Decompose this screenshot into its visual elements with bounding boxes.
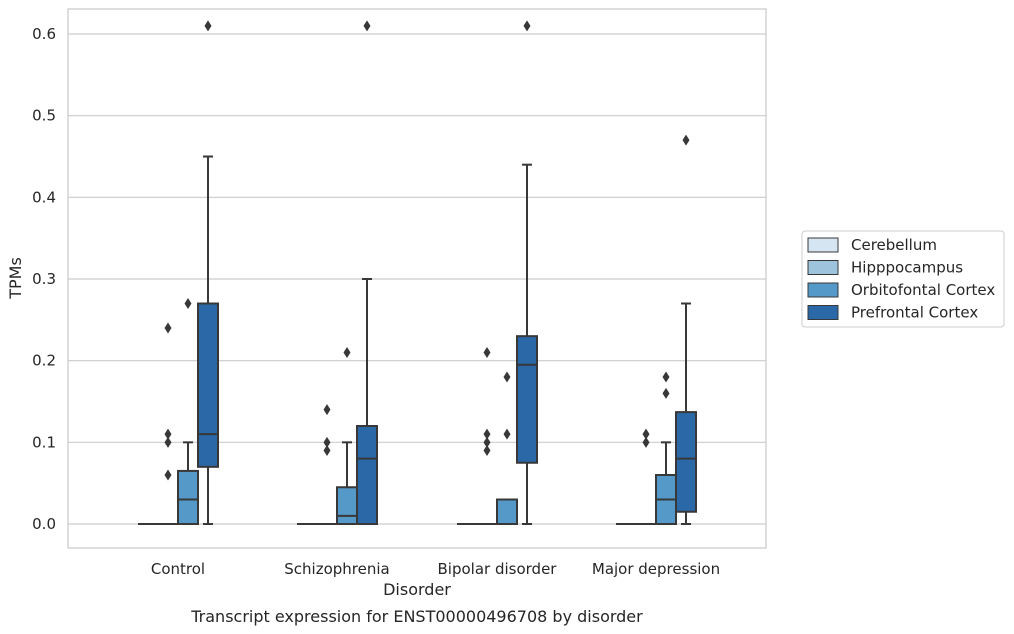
- outlier-point: [483, 436, 491, 448]
- legend-label: Orbitofontal Cortex: [851, 281, 995, 299]
- box-body: [356, 425, 378, 525]
- y-tick-label: 0.0: [32, 515, 56, 533]
- outlier-point: [323, 445, 331, 456]
- x-tick-label: Major depression: [592, 560, 720, 578]
- legend-label: Hipppocampus: [851, 259, 963, 277]
- outlier-point: [164, 428, 172, 440]
- box-group: [138, 20, 219, 525]
- box-body: [516, 335, 538, 464]
- box-prefrontal-cortex: [356, 20, 378, 525]
- outlier-point: [642, 436, 650, 448]
- outlier-point: [164, 436, 172, 448]
- chart-caption: Transcript expression for ENST0000049670…: [190, 607, 643, 626]
- outlier-point: [503, 428, 511, 440]
- x-tick-labels: Control Schizophrenia Bipolar disorder Majo…: [151, 560, 720, 578]
- x-tick-label: Control: [151, 560, 205, 578]
- y-tick-label: 0.2: [32, 352, 56, 370]
- box-group: [616, 134, 697, 525]
- outlier-point: [164, 469, 172, 481]
- y-tick-label: 0.5: [32, 107, 56, 125]
- box-body: [675, 411, 697, 513]
- plot-frame: [67, 8, 767, 549]
- legend-swatch: [807, 305, 839, 320]
- outlier-point: [662, 371, 670, 383]
- box-orbitofontal-cortex: [336, 347, 358, 525]
- box-prefrontal-cortex: [516, 20, 538, 525]
- outlier-point: [363, 20, 371, 32]
- box-hipppocampus: [636, 428, 656, 525]
- outlier-point: [483, 428, 491, 440]
- legend-label: Cerebellum: [851, 236, 937, 254]
- outlier-point: [323, 436, 331, 448]
- outlier-point: [323, 404, 331, 416]
- outlier-point: [184, 298, 192, 309]
- y-axis-label: TPMs: [6, 257, 25, 300]
- outlier-point: [204, 20, 212, 32]
- box-prefrontal-cortex: [197, 20, 219, 525]
- legend-frame: [801, 230, 1005, 328]
- box-body: [197, 302, 219, 468]
- x-tick-label: Bipolar disorder: [438, 560, 558, 578]
- outlier-point: [682, 134, 690, 146]
- outlier-point: [483, 445, 491, 456]
- legend-swatch: [807, 237, 839, 253]
- outlier-point: [164, 322, 172, 334]
- y-tick-label: 0.6: [32, 25, 56, 43]
- box-groups: [138, 20, 697, 525]
- x-axis-label: Disorder: [383, 580, 451, 599]
- box-body: [336, 486, 358, 525]
- outlier-point: [503, 371, 511, 383]
- outlier-point: [523, 20, 531, 32]
- box-hipppocampus: [477, 347, 497, 525]
- box-group: [457, 20, 538, 525]
- y-tick-label: 0.4: [32, 188, 56, 206]
- y-tick-label: 0.3: [32, 270, 56, 288]
- box-body: [496, 498, 518, 525]
- x-tick-label: Schizophrenia: [284, 560, 389, 578]
- outlier-point: [662, 387, 670, 399]
- legend: Cerebellum Hipppocampus Orbitofontal Corte…: [801, 230, 1005, 328]
- box-hipppocampus: [158, 322, 178, 525]
- box-group: [297, 20, 378, 525]
- box-orbitofontal-cortex: [177, 298, 199, 525]
- y-tick-label: 0.1: [32, 433, 56, 451]
- box-hipppocampus: [317, 404, 337, 525]
- y-tick-labels: 0.0 0.1 0.2 0.3 0.4 0.5 0.6: [32, 25, 56, 533]
- outlier-point: [642, 428, 650, 440]
- outlier-point: [343, 347, 351, 358]
- box-orbitofontal-cortex: [655, 371, 677, 525]
- legend-swatch: [807, 282, 839, 298]
- legend-label: Prefrontal Cortex: [851, 304, 978, 322]
- legend-swatch: [807, 260, 839, 275]
- box-orbitofontal-cortex: [496, 371, 518, 525]
- box-prefrontal-cortex: [675, 134, 697, 525]
- outlier-point: [483, 347, 491, 358]
- box-body: [177, 469, 199, 525]
